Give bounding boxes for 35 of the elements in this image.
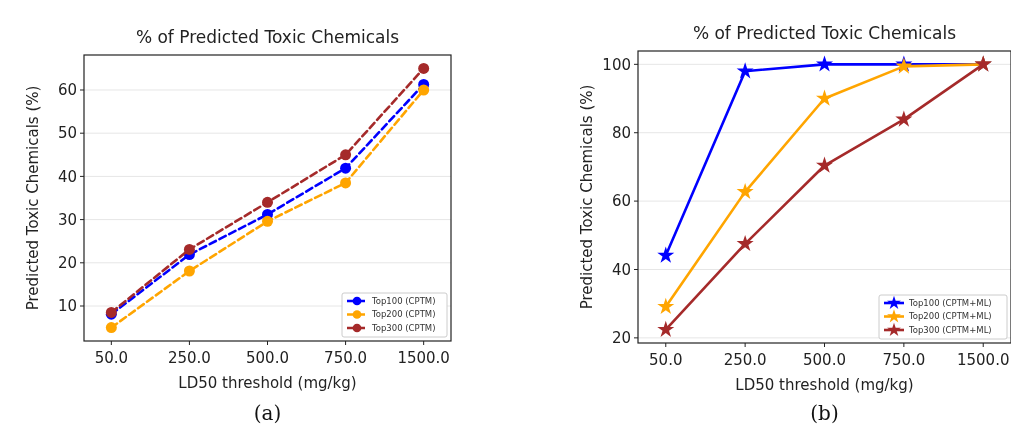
x-tick-label: 1500.0 [956, 351, 1010, 369]
legend-label: Top300 (CPTM) [371, 322, 436, 333]
x-tick-label: 750.0 [324, 349, 368, 367]
y-tick-label: 60 [611, 192, 631, 211]
chart-title: % of Predicted Toxic Chemicals [135, 27, 400, 47]
text: (a) [253, 401, 282, 425]
legend-label: Top200 (CPTM) [371, 309, 436, 320]
x-axis-title: LD50 threshold (mg/kg) [178, 374, 357, 392]
y-tick-label: 30 [57, 210, 77, 229]
y-tick-label: 60 [57, 81, 77, 100]
x-tick-label: 250.0 [723, 351, 767, 369]
text: (b) [810, 401, 839, 425]
x-tick-label: 50.0 [649, 351, 683, 369]
y-tick-label: 100 [602, 55, 631, 74]
x-tick-label: 250.0 [167, 349, 211, 367]
y-tick-label: 40 [611, 260, 631, 279]
legend-label: Top200 (CPTM+ML) [908, 311, 992, 322]
x-tick-label: 500.0 [803, 351, 846, 369]
chart-title: % of Predicted Toxic Chemicals [692, 23, 957, 43]
x-tick-label: 750.0 [882, 351, 926, 369]
y-tick-label: 20 [57, 254, 77, 273]
x-axis-title: LD50 threshold (mg/kg) [735, 376, 914, 394]
x-tick-label: 500.0 [246, 349, 289, 367]
legend-label: Top100 (CPTM) [371, 295, 436, 306]
y-tick-label: 50 [57, 124, 77, 143]
y-tick-label: 10 [57, 297, 77, 316]
legend-label: Top300 (CPTM+ML) [908, 324, 992, 335]
y-tick-label: 80 [611, 123, 631, 142]
x-tick-label: 1500.0 [397, 349, 450, 367]
y-axis-title: Predicted Toxic Chemicals (%) [578, 84, 596, 310]
x-tick-label: 50.0 [94, 349, 129, 367]
y-tick-label: 40 [57, 167, 77, 186]
legend-label: Top100 (CPTM+ML) [908, 297, 992, 308]
y-axis-title: Predicted Toxic Chemicals (%) [24, 85, 42, 311]
y-tick-label: 20 [611, 329, 631, 348]
